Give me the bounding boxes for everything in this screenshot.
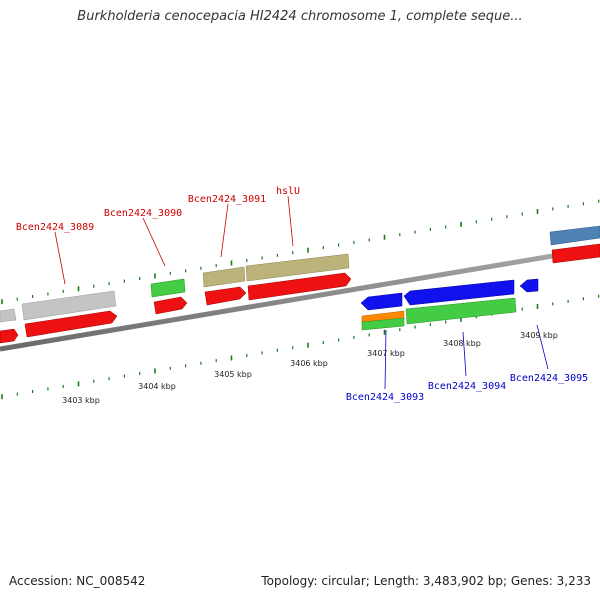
backbone — [0, 245, 600, 352]
accession-text: Accession: NC_008542 — [9, 574, 146, 588]
gene-label-reverse[interactable]: Bcen2424_3093 — [346, 392, 424, 403]
inner-tick-row — [1, 294, 600, 400]
forward-strand — [0, 225, 600, 344]
reverse-strand — [360, 278, 539, 331]
gene-label-forward[interactable]: Bcen2424_3089 — [16, 222, 94, 233]
cds-feature-reverse[interactable] — [519, 278, 539, 293]
gene-feature-green[interactable] — [405, 297, 517, 325]
gene-feature-steel[interactable] — [549, 225, 600, 246]
gene-feature-olive[interactable] — [245, 253, 350, 282]
scale-label: 3408 kbp — [443, 339, 481, 348]
scale-label: 3403 kbp — [62, 396, 100, 405]
cds-feature[interactable] — [247, 272, 352, 301]
cds-feature[interactable] — [153, 296, 188, 315]
gene-label-reverse[interactable]: Bcen2424_3094 — [428, 381, 506, 392]
gene-label-forward[interactable]: hslU — [276, 186, 300, 197]
scale-labels: 3403 kbp 3404 kbp 3405 kbp 3406 kbp 3407… — [62, 331, 558, 405]
gene-label-forward[interactable]: Bcen2424_3091 — [188, 194, 266, 205]
gene-label-forward[interactable]: Bcen2424_3090 — [104, 208, 182, 219]
gene-labels: Bcen2424_3089 Bcen2424_3090 Bcen2424_309… — [16, 186, 588, 403]
scale-label: 3405 kbp — [214, 370, 252, 379]
cds-feature[interactable] — [24, 310, 118, 338]
gene-feature-grey[interactable] — [21, 290, 117, 321]
leader-lines — [54, 195, 549, 390]
outer-tick-row — [1, 199, 600, 305]
gene-feature-grey[interactable] — [0, 308, 17, 323]
cds-feature-reverse[interactable] — [360, 292, 403, 311]
topology-summary: Topology: circular; Length: 3,483,902 bp… — [261, 574, 591, 588]
scale-label: 3406 kbp — [290, 359, 328, 368]
scale-label: 3409 kbp — [520, 331, 558, 340]
cds-feature[interactable] — [0, 328, 19, 344]
gene-feature-olive[interactable] — [202, 266, 246, 288]
cds-feature-reverse[interactable] — [403, 279, 515, 306]
scale-label: 3404 kbp — [138, 382, 176, 391]
cds-feature[interactable] — [551, 243, 600, 264]
gene-feature-green[interactable] — [150, 278, 186, 298]
scale-label: 3407 kbp — [367, 349, 405, 358]
map-title: Burkholderia cenocepacia HI2424 chromoso… — [77, 9, 523, 24]
gene-feature-green[interactable] — [361, 317, 405, 331]
cds-feature[interactable] — [204, 286, 247, 306]
gene-label-reverse[interactable]: Bcen2424_3095 — [510, 373, 588, 384]
